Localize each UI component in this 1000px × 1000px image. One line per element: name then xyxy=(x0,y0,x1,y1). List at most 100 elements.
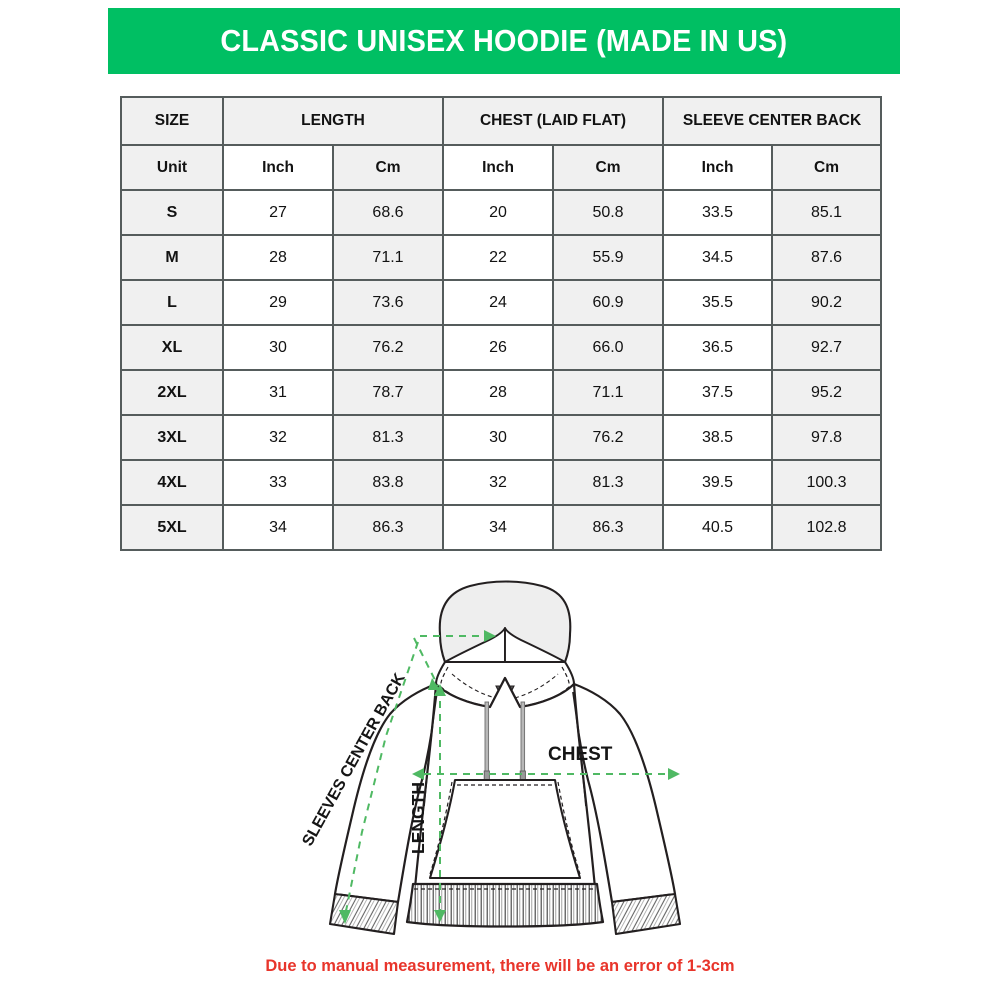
cell-sleeve-cm: 102.8 xyxy=(771,504,883,551)
cell-sleeve-inch: 36.5 xyxy=(662,324,774,371)
garment-body xyxy=(328,580,682,936)
cell-sleeve-cm: 87.6 xyxy=(771,234,883,281)
cell-length-inch: 32 xyxy=(222,414,334,461)
chest-left-arrow xyxy=(412,768,424,780)
cell-size: XL xyxy=(120,324,224,371)
cell-chest-inch: 22 xyxy=(442,234,554,281)
table-row: S 27 68.6 20 50.8 33.5 85.1 xyxy=(120,189,883,236)
cell-chest-inch: 20 xyxy=(442,189,554,236)
cell-size: 3XL xyxy=(120,414,224,461)
cell-length-cm: 71.1 xyxy=(332,234,444,281)
cell-sleeve-inch: 37.5 xyxy=(662,369,774,416)
cell-length-inch: 33 xyxy=(222,459,334,506)
cell-chest-inch: 32 xyxy=(442,459,554,506)
cell-length-inch: 30 xyxy=(222,324,334,371)
right-armhole-seam xyxy=(572,691,587,807)
chest-right-arrow xyxy=(668,768,680,780)
measurement-overlay xyxy=(344,635,668,918)
shoulder-diagonal-arrow xyxy=(428,678,440,690)
cell-sleeve-inch: 39.5 xyxy=(662,459,774,506)
header-sleeve-inch: Inch xyxy=(662,144,774,191)
cell-sleeve-cm: 95.2 xyxy=(771,369,883,416)
chest-label: CHEST xyxy=(548,744,613,765)
table-row: XL 30 76.2 26 66.0 36.5 92.7 xyxy=(120,324,883,371)
cell-sleeve-inch: 38.5 xyxy=(662,414,774,461)
right-cuff xyxy=(610,892,682,936)
table-row: 4XL 33 83.8 32 81.3 39.5 100.3 xyxy=(120,459,883,506)
header-chest-cm: Cm xyxy=(551,144,665,191)
left-sleeve xyxy=(333,682,438,904)
header-size: SIZE xyxy=(120,96,224,146)
header-chest: CHEST (LAID FLAT) xyxy=(441,96,665,146)
cell-length-cm: 83.8 xyxy=(332,459,444,506)
cell-sleeve-cm: 90.2 xyxy=(771,279,883,326)
header-unit: Unit xyxy=(120,144,224,191)
sleeve-center-back-line xyxy=(344,641,419,917)
cell-chest-cm: 55.9 xyxy=(551,234,665,281)
cell-length-cm: 76.2 xyxy=(332,324,444,371)
cell-length-inch: 34 xyxy=(222,504,334,551)
cell-size: L xyxy=(120,279,224,326)
cell-length-inch: 28 xyxy=(222,234,334,281)
left-cuff xyxy=(328,892,400,936)
cell-size: 2XL xyxy=(120,369,224,416)
sleeve-bottom-arrow xyxy=(339,910,351,924)
cell-chest-cm: 66.0 xyxy=(551,324,665,371)
cell-length-cm: 81.3 xyxy=(332,414,444,461)
cell-sleeve-cm: 97.8 xyxy=(771,414,883,461)
cell-chest-cm: 81.3 xyxy=(551,459,665,506)
cell-chest-cm: 50.8 xyxy=(551,189,665,236)
pocket-left-stitch xyxy=(429,781,453,875)
measurement-disclaimer: Due to manual measurement, there will be… xyxy=(265,956,735,975)
cell-size: S xyxy=(120,189,224,236)
table-row: 2XL 31 78.7 28 71.1 37.5 95.2 xyxy=(120,369,883,416)
measurement-arrowheads xyxy=(339,630,680,924)
cell-chest-inch: 24 xyxy=(442,279,554,326)
table-group-header-row: SIZE LENGTH CHEST (LAID FLAT) SLEEVE CEN… xyxy=(120,96,883,146)
cell-chest-inch: 30 xyxy=(442,414,554,461)
header-length-cm: Cm xyxy=(332,144,444,191)
hoodie-illustration-svg: CHEST LENGTH SLEEVES CENTER BACK xyxy=(299,580,682,936)
cell-length-cm: 68.6 xyxy=(332,189,444,236)
cell-length-cm: 78.7 xyxy=(332,369,444,416)
table-row: 5XL 34 86.3 34 86.3 40.5 102.8 xyxy=(120,504,883,551)
header-sleeve-cm: Cm xyxy=(771,144,883,191)
cell-size: 4XL xyxy=(120,459,224,506)
length-top-arrow xyxy=(434,684,446,696)
table-row: 3XL 32 81.3 30 76.2 38.5 97.8 xyxy=(120,414,883,461)
pocket-right-stitch xyxy=(557,781,581,875)
header-sleeve-center-back: SLEEVE CENTER BACK xyxy=(662,96,883,146)
header-chest-inch: Inch xyxy=(442,144,554,191)
cell-size: M xyxy=(120,234,224,281)
table-unit-header-row: Unit Inch Cm Inch Cm Inch Cm xyxy=(120,144,883,191)
cell-length-inch: 31 xyxy=(222,369,334,416)
cell-sleeve-inch: 33.5 xyxy=(662,189,774,236)
cell-chest-cm: 71.1 xyxy=(551,369,665,416)
table-row: M 28 71.1 22 55.9 34.5 87.6 xyxy=(120,234,883,281)
table-row: L 29 73.6 24 60.9 35.5 90.2 xyxy=(120,279,883,326)
drawstring-right xyxy=(519,701,526,783)
kangaroo-pocket xyxy=(428,778,582,880)
drawstring-left xyxy=(483,701,490,783)
cell-sleeve-cm: 92.7 xyxy=(771,324,883,371)
cell-length-cm: 73.6 xyxy=(332,279,444,326)
cell-chest-cm: 76.2 xyxy=(551,414,665,461)
cell-sleeve-inch: 40.5 xyxy=(662,504,774,551)
hood-top-arrow xyxy=(484,630,496,642)
left-armhole-seam xyxy=(423,691,438,807)
shoulder-diagonal-guide xyxy=(413,637,439,687)
length-bottom-arrow xyxy=(434,910,446,922)
cell-length-cm: 86.3 xyxy=(332,504,444,551)
header-length-inch: Inch xyxy=(222,144,334,191)
cell-size: 5XL xyxy=(120,504,224,551)
cell-length-inch: 27 xyxy=(222,189,334,236)
cell-sleeve-inch: 34.5 xyxy=(662,234,774,281)
header-length: LENGTH xyxy=(222,96,444,146)
cell-chest-inch: 28 xyxy=(442,369,554,416)
page-title: CLASSIC UNISEX HOODIE (MADE IN US) xyxy=(220,23,788,58)
cell-sleeve-cm: 85.1 xyxy=(771,189,883,236)
cell-chest-cm: 60.9 xyxy=(551,279,665,326)
length-label: LENGTH xyxy=(408,782,428,854)
cell-chest-inch: 34 xyxy=(442,504,554,551)
